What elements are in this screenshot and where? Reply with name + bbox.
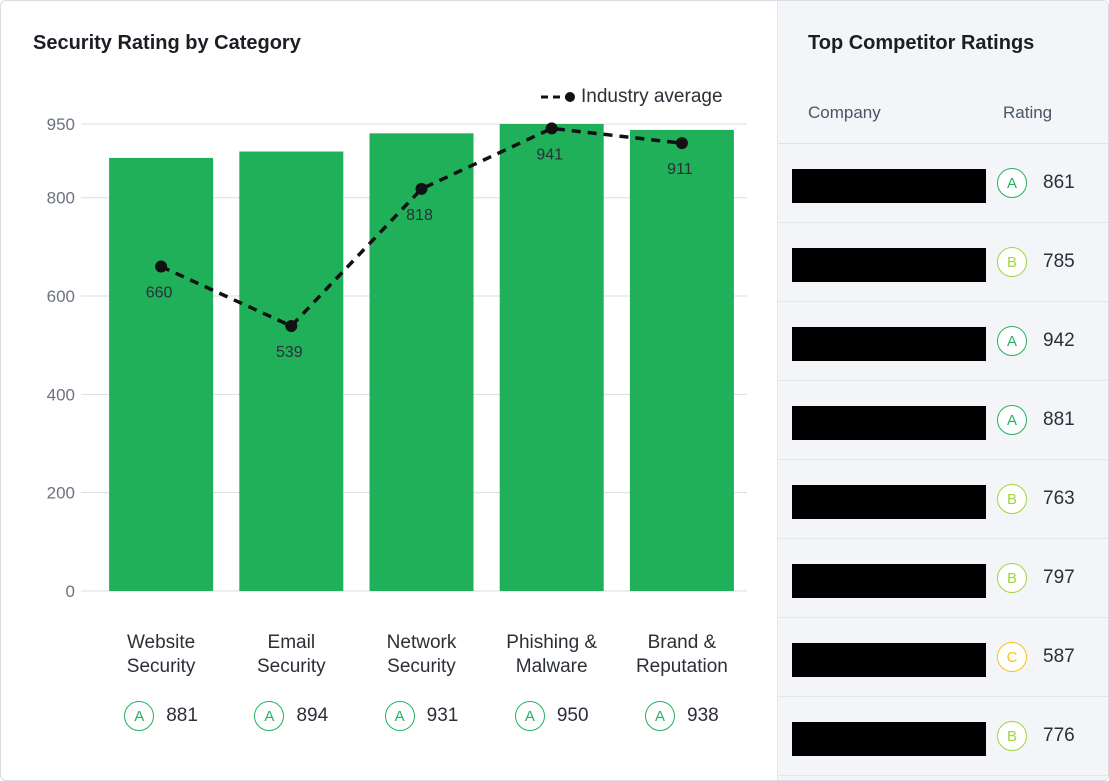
competitor-rating-value: 587: [1043, 646, 1075, 667]
industry-average-point[interactable]: [415, 182, 428, 195]
grade-badge: A: [997, 168, 1027, 198]
competitor-row[interactable]: A 942: [778, 302, 1108, 381]
x-tick-label: Network Security: [352, 631, 492, 679]
y-tick-label: 0: [66, 582, 75, 601]
bar-chart: 0 200 400 600 800 950 660 539 818 941 911: [47, 115, 747, 601]
y-tick-label: 600: [47, 287, 75, 306]
x-tick-label-line: Security: [256, 656, 326, 677]
y-tick-label: 800: [47, 189, 75, 208]
y-tick-label: 400: [47, 385, 75, 404]
data-label: 660: [146, 285, 173, 302]
x-tick-label: Brand & Reputation: [612, 631, 752, 679]
data-label: 911: [667, 161, 693, 178]
bar[interactable]: [239, 151, 344, 591]
grade-badge: A: [514, 701, 545, 731]
competitor-rating-value: 785: [1043, 251, 1075, 272]
grade-badge: A: [124, 701, 155, 731]
redacted-company-name: [792, 564, 986, 598]
industry-average-point[interactable]: [675, 137, 688, 150]
x-tick-label-line: Reputation: [635, 656, 728, 677]
header-divider: [778, 143, 1108, 144]
competitor-row[interactable]: C 587: [778, 618, 1108, 697]
industry-average-point[interactable]: [545, 122, 558, 135]
y-tick-label: 200: [47, 484, 75, 503]
competitor-row[interactable]: A 881: [778, 381, 1108, 460]
competitor-rating-value: 942: [1043, 330, 1075, 351]
competitor-row[interactable]: B 797: [778, 539, 1108, 618]
x-tick-label-line: Brand &: [647, 632, 717, 653]
x-tick-label-line: Security: [126, 656, 196, 677]
redacted-company-name: [792, 169, 986, 203]
competitor-row[interactable]: B 763: [778, 460, 1108, 539]
legend-line-icon: [541, 92, 575, 102]
chart-legend: Industry average: [541, 85, 723, 109]
bar[interactable]: [499, 124, 604, 591]
x-tick-label-line: Security: [387, 656, 456, 677]
x-tick-label-line: Email: [267, 632, 316, 653]
competitor-row[interactable]: B 785: [778, 223, 1108, 302]
x-tick-label: Email Security: [221, 631, 361, 679]
redacted-company-name: [792, 327, 986, 361]
category-rating-value: 950: [556, 705, 589, 726]
y-tick-label: 950: [47, 115, 75, 134]
competitor-rating-value: 861: [1043, 172, 1075, 193]
competitor-rating-value: 881: [1043, 409, 1075, 430]
grade-badge: B: [997, 721, 1027, 751]
x-tick-label-line: Website: [126, 632, 196, 653]
grade-badge: A: [997, 405, 1027, 435]
category-rating-value: 938: [687, 705, 719, 726]
industry-average-line: [160, 126, 683, 329]
x-tick-label: Website Security: [91, 631, 231, 679]
category-chart-panel: Security Rating by Category Industry ave…: [1, 1, 777, 780]
category-rating: A 894: [221, 701, 361, 731]
data-label: 941: [536, 146, 563, 163]
category-rating: A 881: [91, 701, 231, 731]
grade-badge: A: [254, 701, 285, 731]
competitor-row[interactable]: A 861: [778, 144, 1108, 223]
industry-average-point[interactable]: [285, 320, 298, 333]
industry-average-point[interactable]: [155, 260, 168, 273]
redacted-company-name: [792, 406, 986, 440]
bar[interactable]: [369, 133, 474, 591]
bar[interactable]: [629, 129, 734, 592]
legend-label: Industry average: [581, 86, 723, 107]
x-tick-label-line: Malware: [515, 656, 588, 677]
bar[interactable]: [109, 157, 214, 591]
redacted-company-name: [792, 485, 986, 519]
competitor-rating-value: 776: [1043, 725, 1075, 746]
competitor-title: Top Competitor Ratings: [808, 32, 1035, 54]
redacted-company-name: [792, 722, 986, 756]
category-rating: A 950: [482, 701, 622, 731]
company-column-header: Company: [808, 103, 881, 122]
rating-column-header: Rating: [1003, 103, 1053, 122]
redacted-company-name: [792, 643, 986, 677]
x-tick-label-line: Network: [386, 632, 457, 653]
grade-badge: B: [997, 484, 1027, 514]
category-rating-value: 881: [166, 705, 198, 726]
category-rating: A 931: [352, 701, 492, 731]
x-tick-label: Phishing & Malware: [482, 631, 622, 679]
x-tick-label-line: Phishing &: [506, 632, 598, 653]
grade-badge: C: [997, 642, 1027, 672]
grade-badge: B: [997, 247, 1027, 277]
category-rating: A 938: [612, 701, 752, 731]
grade-badge: A: [384, 701, 415, 731]
redacted-company-name: [792, 248, 986, 282]
category-rating-value: 931: [426, 705, 459, 726]
grade-badge: A: [645, 701, 676, 731]
competitor-rating-value: 797: [1043, 567, 1075, 588]
grade-badge: A: [997, 326, 1027, 356]
data-label: 539: [276, 344, 303, 361]
competitor-row[interactable]: B 776: [778, 697, 1108, 776]
grade-badge: B: [997, 563, 1027, 593]
data-label: 818: [406, 207, 433, 224]
category-rating-value: 894: [296, 705, 329, 726]
competitor-rating-value: 763: [1043, 488, 1075, 509]
chart-title: Security Rating by Category: [33, 32, 301, 54]
